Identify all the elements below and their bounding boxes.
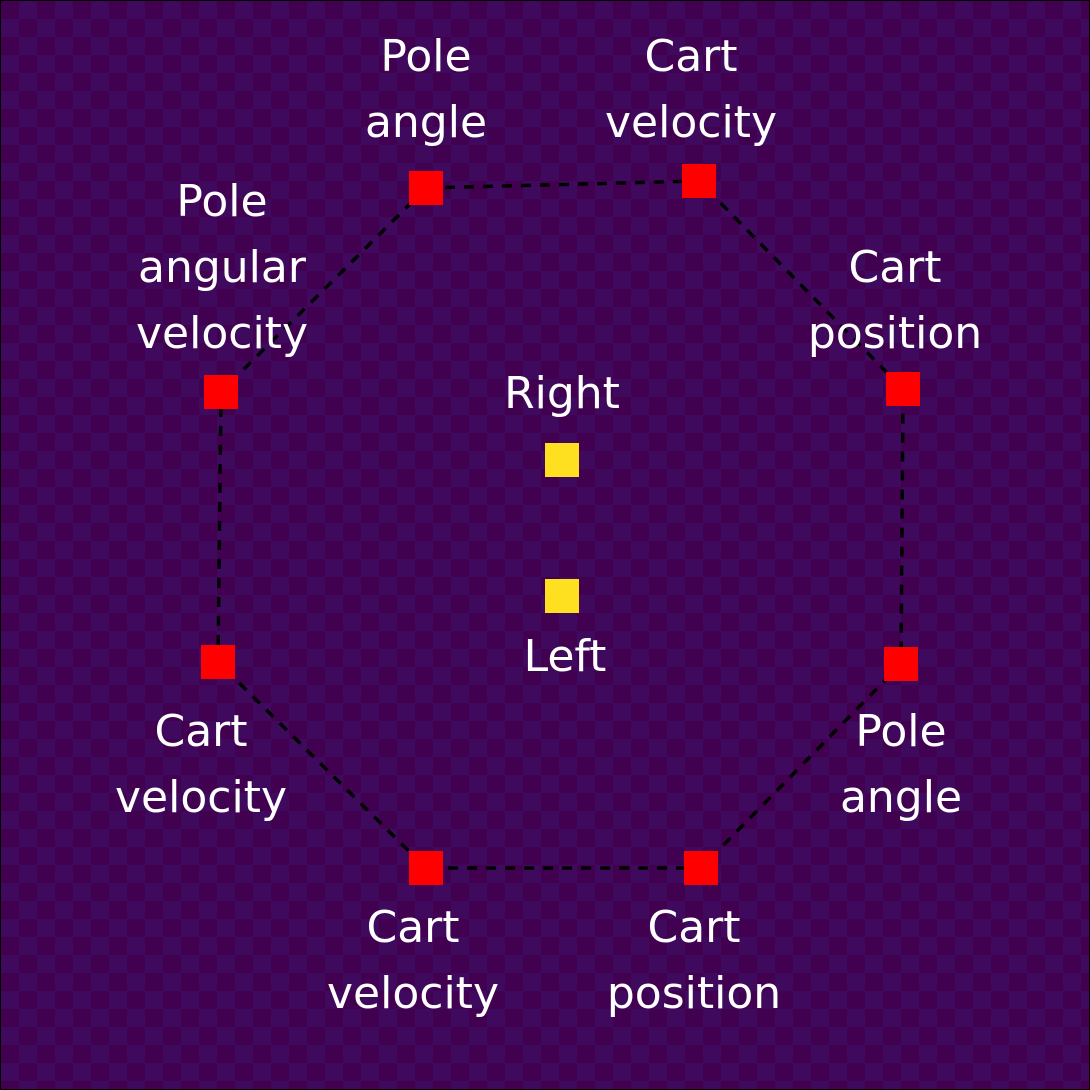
input-node-2 bbox=[682, 164, 716, 198]
input-node-5 bbox=[684, 851, 718, 885]
input-node-label-2: Cart velocity bbox=[605, 31, 777, 148]
input-node-label-7: Cart velocity bbox=[115, 706, 287, 823]
output-node-left bbox=[545, 579, 579, 613]
input-node-label-3: Cart position bbox=[808, 242, 982, 359]
output-node-label-left: Left bbox=[524, 631, 607, 682]
input-node-label-5: Cart position bbox=[607, 902, 781, 1019]
output-node-right bbox=[545, 443, 579, 477]
input-node-4 bbox=[884, 647, 918, 681]
input-node-label-6: Cart velocity bbox=[327, 902, 499, 1019]
nodes-layer bbox=[201, 164, 920, 885]
input-node-3 bbox=[886, 372, 920, 406]
output-node-label-right: Right bbox=[504, 368, 620, 419]
input-node-1 bbox=[409, 171, 443, 205]
input-node-label-1: Pole angle bbox=[365, 31, 487, 148]
input-node-8 bbox=[204, 375, 238, 409]
input-node-6 bbox=[409, 851, 443, 885]
input-node-label-8: Pole angular velocity bbox=[136, 176, 308, 359]
input-ring-edges bbox=[216, 179, 905, 870]
labels-layer: Pole angle Cart velocity Cart position Pole ang… bbox=[115, 31, 982, 1019]
input-node-7 bbox=[201, 645, 235, 679]
input-node-label-4: Pole angle bbox=[840, 706, 962, 823]
